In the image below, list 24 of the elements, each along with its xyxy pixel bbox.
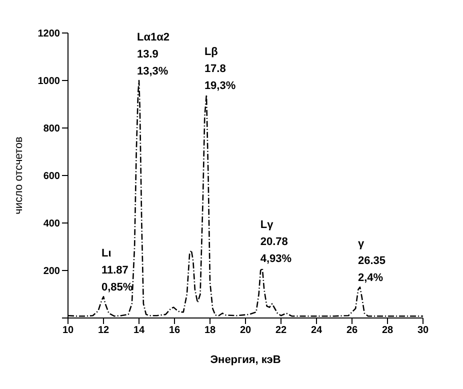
x-tick-label: 28 xyxy=(382,325,394,336)
annotation: Lι 11.87 0,85% xyxy=(102,248,133,294)
annotation: Lγ 20.78 4,93% xyxy=(260,219,292,266)
x-tick-label: 22 xyxy=(275,325,287,336)
x-tick-label: 24 xyxy=(310,325,322,336)
x-tick-label: 12 xyxy=(98,325,110,336)
x-tick-label: 18 xyxy=(204,325,216,336)
x-tick-label: 20 xyxy=(240,325,252,336)
annotation: Lα1α2 13.9 13,3% xyxy=(137,32,170,78)
y-tick-label: 800 xyxy=(43,124,60,135)
y-axis-title: число отсчетов xyxy=(12,136,25,214)
y-tick-label: 1000 xyxy=(38,76,60,88)
y-tick-label: 600 xyxy=(43,171,60,182)
x-axis-title: Энергия, кэВ xyxy=(210,354,281,366)
x-tick-label: 14 xyxy=(133,325,145,336)
y-tick-label: 1200 xyxy=(38,28,60,40)
x-tick-label: 30 xyxy=(417,325,429,336)
y-tick-label: 200 xyxy=(43,266,60,278)
annotation: Lβ 17.8 19,3% xyxy=(204,46,236,92)
y-tick-label: 400 xyxy=(43,218,60,230)
x-tick-label: 26 xyxy=(346,325,358,336)
x-tick-label: 10 xyxy=(62,325,74,336)
annotation: γ 26.35 2,4% xyxy=(358,238,386,284)
x-tick-label: 16 xyxy=(168,325,180,336)
